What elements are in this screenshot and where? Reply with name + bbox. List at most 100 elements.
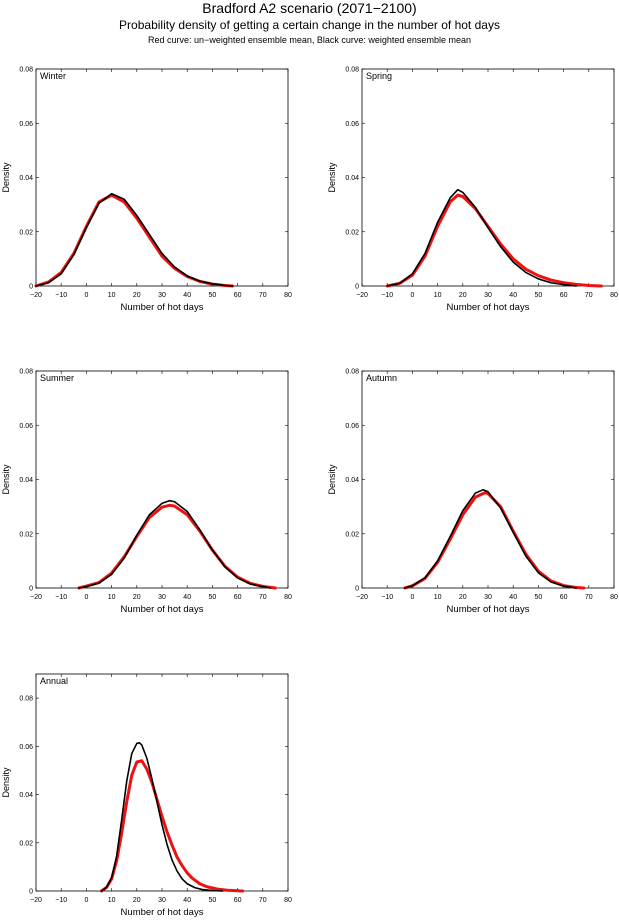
x-tick-label: 70	[259, 292, 267, 299]
x-tick-label: 70	[585, 292, 593, 299]
x-tick-label: 20	[133, 292, 141, 299]
y-tick-label: 0.04	[345, 477, 359, 484]
y-tick-label: 0.02	[345, 531, 359, 538]
x-tick-label: 60	[234, 897, 242, 904]
x-tick-label: 50	[535, 594, 543, 601]
y-tick-label: 0.04	[345, 175, 359, 182]
x-tick-label: −10	[55, 292, 67, 299]
panel-label: Annual	[40, 676, 68, 686]
x-tick-label: 0	[410, 292, 414, 299]
y-tick-label: 0.06	[19, 423, 33, 430]
x-tick-label: 30	[158, 897, 166, 904]
y-tick-label: 0.04	[19, 175, 33, 182]
x-tick-label: −20	[356, 292, 368, 299]
y-tick-label: 0	[355, 284, 359, 291]
y-tick-label: 0.06	[19, 121, 33, 128]
x-tick-label: 0	[410, 594, 414, 601]
x-tick-label: −20	[30, 594, 42, 601]
y-axis-label: Density	[327, 162, 337, 193]
x-tick-label: 10	[434, 292, 442, 299]
x-axis-label: Number of hot days	[121, 302, 204, 313]
y-tick-label: 0	[355, 586, 359, 593]
x-tick-label: 70	[259, 594, 267, 601]
x-tick-label: −20	[356, 594, 368, 601]
x-tick-label: 20	[133, 594, 141, 601]
y-tick-label: 0.08	[345, 67, 359, 74]
y-tick-label: 0.04	[19, 792, 33, 799]
x-tick-label: 20	[459, 594, 467, 601]
x-axis-label: Number of hot days	[121, 907, 204, 918]
x-tick-label: 40	[183, 292, 191, 299]
x-tick-label: 30	[158, 292, 166, 299]
x-tick-label: 60	[234, 594, 242, 601]
plot-frame	[35, 370, 289, 589]
y-tick-label: 0.06	[19, 744, 33, 751]
y-tick-label: 0	[29, 586, 33, 593]
series-line-weighted	[100, 741, 224, 892]
x-axis-label: Number of hot days	[447, 604, 530, 615]
x-tick-label: 60	[560, 292, 568, 299]
x-tick-label: 80	[284, 292, 292, 299]
x-tick-label: 10	[108, 897, 116, 904]
x-tick-label: 40	[509, 594, 517, 601]
y-axis-label: Density	[327, 464, 337, 495]
x-tick-label: 10	[434, 594, 442, 601]
y-tick-label: 0.02	[19, 229, 33, 236]
y-tick-label: 0.08	[345, 369, 359, 376]
x-tick-label: 0	[84, 594, 88, 601]
y-tick-label: 0.08	[19, 67, 33, 74]
x-tick-label: −20	[30, 292, 42, 299]
x-tick-label: 40	[183, 594, 191, 601]
x-tick-label: 40	[183, 897, 191, 904]
figure-caption: Red curve: un−weighted ensemble mean, Bl…	[148, 35, 471, 45]
y-axis-label: Density	[1, 464, 11, 495]
series-line-weighted	[78, 499, 272, 589]
y-axis-label: Density	[1, 767, 11, 798]
x-tick-label: 50	[209, 594, 217, 601]
plot-frame	[35, 673, 289, 892]
x-tick-label: −20	[30, 897, 42, 904]
figure-title: Bradford A2 scenario (2071−2100)	[202, 0, 417, 16]
y-tick-label: 0	[29, 889, 33, 896]
x-axis-label: Number of hot days	[447, 302, 530, 313]
series-line-unweighted	[403, 491, 586, 590]
panel-label: Summer	[40, 373, 74, 383]
y-tick-label: 0.04	[19, 477, 33, 484]
series-line-unweighted	[77, 503, 277, 590]
x-tick-label: 0	[84, 292, 88, 299]
x-tick-label: 30	[158, 594, 166, 601]
panel-label: Winter	[40, 71, 66, 81]
series-line-unweighted	[385, 193, 603, 288]
x-tick-label: 0	[84, 897, 88, 904]
y-tick-label: 0.02	[19, 531, 33, 538]
y-tick-label: 0.06	[345, 423, 359, 430]
x-tick-label: 80	[610, 292, 618, 299]
x-tick-label: 70	[585, 594, 593, 601]
panel-label: Spring	[366, 71, 392, 81]
series-line-weighted	[404, 489, 578, 589]
x-tick-label: 10	[108, 594, 116, 601]
series-line-unweighted	[100, 759, 245, 893]
x-tick-label: −10	[381, 292, 393, 299]
x-tick-label: 50	[535, 292, 543, 299]
panel-annual: −20 −10 0 10 20 30 40 50 60 70 80 0 0.02 0.04 0.06 0.08…	[1, 673, 292, 918]
plot-frame	[361, 370, 615, 589]
x-tick-label: 40	[509, 292, 517, 299]
x-tick-label: 30	[484, 594, 492, 601]
series-line-weighted	[386, 188, 578, 287]
x-tick-label: 80	[284, 897, 292, 904]
x-tick-label: 80	[284, 594, 292, 601]
x-tick-label: −10	[55, 897, 67, 904]
x-tick-label: 60	[234, 292, 242, 299]
y-tick-label: 0	[29, 284, 33, 291]
panel-autumn: −20 −10 0 10 20 30 40 50 60 70 80 0 0.02 0.04 0.06 0.08…	[327, 369, 618, 616]
panel-winter: −20 −10 0 10 20 30 40 50 60 70 80 0 0.02 0.04 0.06 0.08…	[1, 67, 292, 314]
x-tick-label: 70	[259, 897, 267, 904]
x-tick-label: 20	[459, 292, 467, 299]
x-tick-label: 50	[209, 897, 217, 904]
y-tick-label: 0.06	[345, 121, 359, 128]
panel-summer: −20 −10 0 10 20 30 40 50 60 70 80 0 0.02 0.04 0.06 0.08…	[1, 369, 292, 616]
y-tick-label: 0.02	[345, 229, 359, 236]
x-tick-label: 30	[484, 292, 492, 299]
